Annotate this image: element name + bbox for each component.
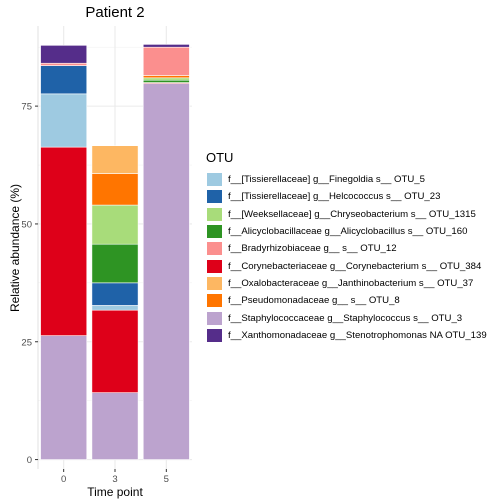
legend-label: f__Alicyclobacillaceae g__Alicyclobacill… [228, 226, 468, 238]
legend-swatch [206, 310, 223, 326]
legend-swatch [206, 172, 223, 188]
legend-item: f__Corynebacteriaceae g__Corynebacterium… [206, 257, 487, 274]
bar-segment [40, 93, 88, 148]
bar-segment [91, 392, 139, 460]
x-tick-label: 0 [61, 474, 66, 485]
bar-segment [91, 204, 139, 245]
chart-title: Patient 2 [85, 4, 144, 21]
x-tick-label: 5 [164, 474, 169, 485]
legend-swatch [206, 293, 223, 309]
legend-label: f__[Weeksellaceae] g__Chryseobacterium s… [228, 208, 476, 220]
legend-swatch [206, 327, 223, 343]
bar-segment [91, 309, 139, 393]
bar-segment [142, 75, 190, 79]
legend-item: f__[Weeksellaceae] g__Chryseobacterium s… [206, 206, 487, 223]
legend-swatch [206, 189, 223, 205]
legend-item: f__Bradyrhizobiaceae g__ s__ OTU_12 [206, 240, 487, 257]
legend-item: f__Pseudomonadaceae g__ s__ OTU_8 [206, 292, 487, 309]
y-tick-label: 25 [21, 337, 32, 348]
legend-label: f__[Tissierellaceae] g__Helcococcus s__ … [228, 191, 441, 203]
legend: OTU f__[Tissierellaceae] g__Finegoldia s… [206, 150, 487, 344]
y-tick-label: 50 [21, 219, 32, 230]
bar-segment [142, 44, 190, 48]
legend-title: OTU [206, 150, 234, 165]
legend-swatch [206, 241, 223, 257]
legend-item: f__[Tissierellaceae] g__Finegoldia s__ O… [206, 171, 487, 188]
bar-segment [40, 45, 88, 64]
legend-label: f__Oxalobacteraceae g__Janthinobacterium… [228, 277, 474, 289]
legend-item: f__Staphylococcaceae g__Staphylococcus s… [206, 309, 487, 326]
legend-swatch [206, 224, 223, 240]
legend-label: f__Pseudomonadaceae g__ s__ OTU_8 [228, 295, 400, 307]
bar-segment [91, 282, 139, 306]
bar-segment [91, 173, 139, 206]
legend-swatch [206, 275, 223, 291]
bar-segment [142, 83, 190, 460]
legend-swatch [206, 206, 223, 222]
legend-item: f__Oxalobacteraceae g__Janthinobacterium… [206, 275, 487, 292]
bar-segment [142, 77, 190, 81]
legend-label: f__Corynebacteriaceae g__Corynebacterium… [228, 260, 482, 272]
bars [40, 44, 190, 460]
legend-label: f__Staphylococcaceae g__Staphylococcus s… [228, 312, 463, 324]
bar-segment [142, 79, 190, 83]
axes: 0 25 50 75 0 3 5 [21, 26, 169, 485]
x-tick-label: 3 [112, 474, 117, 485]
bar-segment [40, 65, 88, 95]
y-axis-label: Relative abundance (%) [8, 184, 22, 312]
legend-item: f__Alicyclobacillaceae g__Alicyclobacill… [206, 223, 487, 240]
legend-label: f__[Tissierellaceae] g__Finegoldia s__ O… [228, 174, 425, 186]
legend-items: f__[Tissierellaceae] g__Finegoldia s__ O… [206, 171, 487, 344]
bar-segment [91, 145, 139, 174]
legend-swatch [206, 258, 223, 274]
legend-item: f__Xanthomonadaceae g__Stenotrophomonas … [206, 327, 487, 344]
bar-segment [40, 146, 88, 336]
y-tick-label: 75 [21, 102, 32, 113]
bar-segment [91, 243, 139, 284]
y-tick-label: 0 [27, 455, 32, 466]
bar-segment [142, 46, 190, 76]
legend-label: f__Bradyrhizobiaceae g__ s__ OTU_12 [228, 243, 397, 255]
bar-segment [40, 62, 88, 66]
x-axis-label: Time point [87, 485, 143, 499]
bar-segment [91, 305, 139, 311]
legend-item: f__[Tissierellaceae] g__Helcococcus s__ … [206, 188, 487, 205]
legend-label: f__Xanthomonadaceae g__Stenotrophomonas … [228, 329, 487, 341]
bar-segment [40, 335, 88, 460]
